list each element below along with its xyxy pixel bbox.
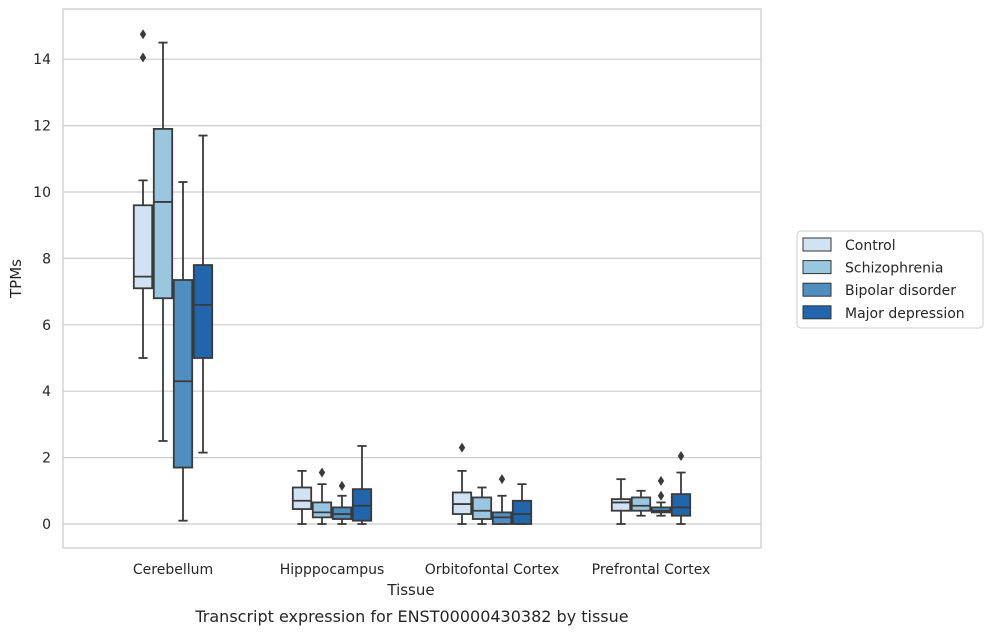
- outlier-point: [139, 52, 147, 63]
- box-cerebellum-major-depression: [192, 134, 214, 454]
- y-tick-label: 4: [42, 384, 51, 400]
- plot-boxes: [132, 29, 692, 525]
- box-orbitofontal-cortex-bipolar-disorder: [491, 474, 513, 525]
- outlier-point: [677, 450, 685, 461]
- outlier-point: [657, 490, 665, 501]
- box-iqr: [311, 501, 333, 519]
- box-iqr: [192, 264, 214, 359]
- x-axis-ticks: Cerebellum Hipppocampus Orbitofontal Corte…: [133, 562, 710, 578]
- y-tick-label: 0: [42, 517, 51, 533]
- box-iqr: [471, 496, 493, 520]
- x-axis-label: Tissue: [386, 581, 434, 599]
- y-tick-label: 10: [33, 185, 51, 201]
- box-cerebellum-bipolar-disorder: [172, 181, 194, 522]
- box-hipppocampus-bipolar-disorder: [331, 480, 353, 525]
- y-axis-label: TPMs: [7, 259, 25, 299]
- box-cerebellum-control: [132, 29, 154, 359]
- legend-label: Control: [845, 238, 896, 254]
- box-prefrontal-cortex-bipolar-disorder: [650, 475, 672, 517]
- legend-swatch: [802, 282, 832, 297]
- legend-label: Bipolar disorder: [845, 283, 956, 299]
- box-prefrontal-cortex-schizophrenia: [630, 489, 652, 517]
- x-tick-label: Orbitofontal Cortex: [425, 562, 560, 578]
- y-tick-label: 2: [42, 451, 51, 467]
- box-iqr: [670, 493, 692, 517]
- legend-swatch: [802, 237, 832, 252]
- outlier-point: [139, 29, 147, 40]
- legend-swatch: [802, 305, 832, 320]
- legend-frame: [796, 230, 984, 329]
- box-prefrontal-cortex-control: [610, 478, 632, 525]
- y-tick-label: 12: [33, 119, 51, 135]
- outlier-point: [338, 480, 346, 491]
- legend-label: Major depression: [845, 306, 965, 322]
- chart-caption: Transcript expression for ENST0000043038…: [194, 607, 628, 626]
- box-hipppocampus-control: [291, 469, 313, 525]
- outlier-point: [458, 442, 466, 453]
- y-axis-ticks: 0 2 4 6 8 10 12 14: [33, 52, 51, 533]
- y-tick-label: 8: [42, 251, 51, 267]
- y-tick-label: 14: [33, 52, 51, 68]
- box-cerebellum-schizophrenia: [152, 41, 174, 442]
- box-iqr: [172, 279, 194, 469]
- box-iqr: [132, 204, 154, 290]
- box-hipppocampus-schizophrenia: [311, 467, 333, 525]
- box-orbitofontal-cortex-major-depression: [511, 483, 533, 525]
- plot-frame: [62, 8, 762, 549]
- box-prefrontal-cortex-major-depression: [670, 450, 692, 525]
- box-iqr: [152, 128, 174, 300]
- x-tick-label: Hipppocampus: [280, 562, 385, 578]
- outlier-point: [498, 474, 506, 485]
- outlier-point: [318, 467, 326, 478]
- box-iqr: [511, 499, 533, 525]
- box-iqr: [610, 498, 632, 512]
- legend-label: Schizophrenia: [845, 261, 943, 277]
- legend: Control Schizophrenia Bipolar disorder Majo…: [796, 230, 984, 329]
- y-tick-label: 6: [42, 318, 51, 334]
- box-iqr: [630, 496, 652, 512]
- outlier-point: [657, 475, 665, 486]
- legend-swatch: [802, 260, 832, 275]
- x-tick-label: Prefrontal Cortex: [592, 562, 711, 578]
- box-hipppocampus-major-depression: [351, 445, 373, 525]
- box-orbitofontal-cortex-schizophrenia: [471, 486, 493, 525]
- box-iqr: [291, 486, 313, 510]
- box-orbitofontal-cortex-control: [451, 442, 473, 525]
- x-tick-label: Cerebellum: [133, 562, 213, 578]
